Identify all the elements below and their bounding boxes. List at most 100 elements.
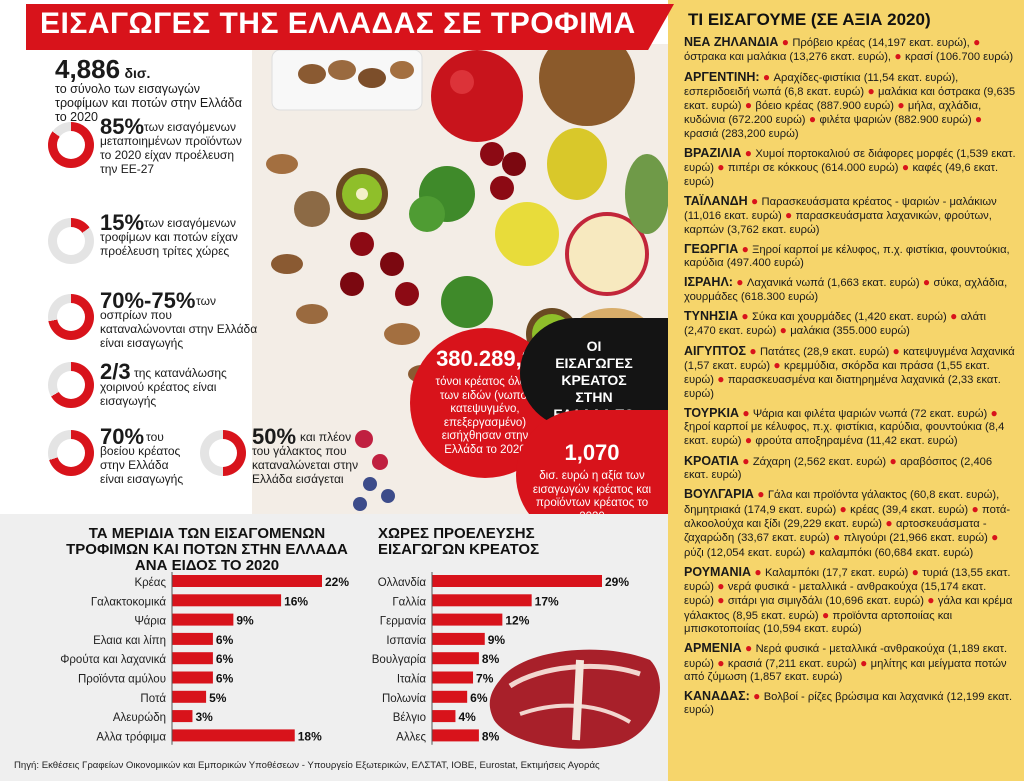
bullet-dot-icon: ● [713, 579, 728, 594]
country-name: ΡΟΥΜΑΝΙΑ [684, 564, 752, 579]
food-photo [252, 44, 668, 514]
bullet-dot-icon: ● [968, 501, 983, 516]
import-item: Ξηροί καρποί με κέλυφος, π.χ. φιστίκια, … [684, 243, 1010, 270]
bar [432, 632, 485, 645]
country-entry: ΒΡΑΖΙΛΙΑ ● Χυμοί πορτοκαλιού σε διάφορες… [684, 146, 1018, 189]
value-label: 17% [535, 594, 559, 608]
category-label: Αλλες [396, 731, 426, 743]
country-name: ΝΕΑ ΖΗΛΑΝΔΙΑ [684, 35, 779, 49]
country-entry: ΡΟΥΜΑΝΙΑ ● Καλαμπόκι (17,7 εκατ. ευρώ) ●… [684, 564, 1018, 636]
stat-text-70: του βοείου κρέατος στην Ελλάδα είναι εισ… [100, 430, 184, 486]
page-title: ΕΙΣΑΓΩΓΕΣ ΤΗΣ ΕΛΛΑΔΑΣ ΣΕ ΤΡΟΦΙΜΑ [40, 7, 636, 40]
value-label: 22% [325, 575, 349, 589]
value-label: 9% [488, 633, 506, 647]
stat-value-two-thirds: 2/3 [100, 359, 131, 384]
category-label: Ψάρια [134, 616, 166, 628]
bullet-dot-icon: ● [713, 372, 728, 387]
bullet-dot-icon: ● [778, 35, 793, 49]
bullet-dot-icon: ● [856, 655, 871, 670]
donut-two-thirds [48, 362, 94, 408]
category-label: Πολωνία [382, 693, 426, 705]
headline-unit: δισ. [124, 65, 151, 81]
bar [172, 710, 193, 723]
category-label: Γαλλία [392, 596, 426, 608]
stat-value-50: 50% [252, 424, 297, 449]
category-label: Ιταλία [397, 674, 427, 686]
import-item: Χυμοί πορτοκαλιού σε διάφορες μορφές (1,… [684, 148, 1016, 175]
import-item: πιπέρι σε κόκκους (614.000 ευρώ) [727, 162, 899, 175]
stat-value-15: 15% [100, 210, 145, 235]
meat-tonnes-text: τόνοι κρέατος όλων των ειδών (νωπό, κατε… [435, 376, 535, 456]
stat-text-50: και πλέον του γάλακτος που καταναλώνεται… [252, 430, 359, 486]
bullet-dot-icon: ● [886, 453, 901, 468]
import-item: παρασκευασμένα και διατηρημένα λαχανικά … [684, 374, 1001, 400]
value-label: 8% [482, 652, 500, 666]
country-name: ΚΡΟΑΤΙΑ [684, 453, 739, 468]
value-label: 18% [298, 729, 322, 743]
bullet-dot-icon: ● [836, 501, 851, 516]
bar [172, 613, 234, 626]
value-label: 9% [236, 614, 254, 628]
category-label: Ισπανία [386, 635, 426, 647]
import-item: κρασί (106.700 ευρώ) [904, 51, 1014, 64]
headline-stat: 4,886 δισ. [55, 54, 150, 85]
bullet-dot-icon: ● [753, 487, 768, 502]
bullet-dot-icon: ● [749, 689, 764, 704]
bar [172, 594, 282, 607]
category-label: Βουλγαρία [372, 654, 426, 666]
country-entry: ΚΡΟΑΤΙΑ ● Ζάχαρη (2,562 εκατ. ευρώ) ● αρ… [684, 453, 1018, 483]
country-name: ΤΟΥΡΚΙΑ [684, 405, 739, 420]
bullet-dot-icon: ● [741, 146, 756, 161]
country-entry: ΙΣΡΑΗΛ: ● Λαχανικά νωπά (1,663 εκατ. ευρ… [684, 276, 1018, 304]
right-panel [668, 0, 1024, 781]
donut-50-percent [200, 430, 246, 476]
stat-value-85: 85% [100, 114, 145, 139]
bullet-dot-icon: ● [898, 160, 913, 175]
country-entry: ΤΟΥΡΚΙΑ ● Ψάρια και φιλέτα ψαριών νωπά (… [684, 405, 1018, 449]
import-item: κατεψυγμένα λαχανικά (1,57 εκατ. ευρώ) [684, 345, 1015, 372]
bullet-dot-icon: ● [908, 564, 923, 579]
category-label: Φρούτα και λαχανικά [60, 654, 166, 666]
bullet-dot-icon: ● [759, 69, 774, 84]
stat-text-70-75: των οσπρίων που καταναλώνονται στην Ελλά… [100, 294, 258, 350]
bar [432, 710, 456, 723]
import-item: βόειο κρέας (887.900 ευρώ) [755, 100, 894, 113]
meat-value-value: 1,070 [564, 440, 620, 465]
bullet-dot-icon: ● [893, 98, 908, 113]
bullet-dot-icon: ● [738, 453, 753, 468]
steak-illustration [489, 649, 660, 749]
bar [432, 671, 474, 684]
country-import-list: ΝΕΑ ΖΗΛΑΝΔΙΑ ● Πρόβειο κρέας (14,197 εκα… [684, 35, 1018, 724]
category-label: Γερμανία [380, 616, 427, 628]
bullet-dot-icon: ● [739, 405, 753, 420]
bullet-dot-icon: ● [781, 208, 796, 223]
country-name: ΓΕΩΡΓΙΑ [684, 241, 739, 256]
stat-value-70: 70% [100, 424, 145, 449]
import-item: πλιγούρι (21,966 εκατ. ευρώ) [843, 532, 988, 545]
import-item: γάλα και κρέμα γάλακτος (8,95 εκατ. ευρώ… [684, 595, 1013, 622]
country-name: ΚΑΝΑΔΑΣ: [684, 689, 750, 704]
import-item: Πατάτες (28,9 εκατ. ευρώ) [759, 345, 890, 358]
bullet-dot-icon: ● [751, 564, 765, 579]
stat-text-15: των εισαγόμενων τροφίμων και ποτών είχαν… [100, 216, 238, 258]
import-item: νερά φυσικά - μεταλλικά - ανθρακούχα (15… [684, 581, 987, 608]
category-label: Ολλανδία [378, 577, 427, 589]
bar [432, 729, 479, 742]
bullet-dot-icon: ● [713, 655, 728, 670]
import-item: Νερά φυσικά - μεταλλικά -ανθρακούχα (1,1… [684, 643, 1008, 670]
value-label: 12% [505, 614, 529, 628]
stat-text-two-thirds: της κατανάλωσης χοιρινού κρέατος είναι ε… [100, 366, 227, 408]
bullet-dot-icon: ● [971, 112, 983, 127]
import-item: σιτάρι για σιμιγδάλι (10,696 εκατ. ευρώ) [727, 595, 924, 608]
value-label: 29% [605, 575, 629, 589]
import-item: όστρακα και μαλάκια (13,276 εκατ. ευρώ), [684, 51, 892, 64]
donut-70-75-percent [48, 294, 94, 340]
country-entry: ΑΙΓΥΠΤΟΣ ● Πατάτες (28,9 εκατ. ευρώ) ● κ… [684, 343, 1018, 401]
import-item: αρτοσκευάσματα - ζαχαρώδη (33,67 εκατ. ε… [684, 517, 987, 545]
import-item: μαλάκια (355.000 ευρώ) [790, 325, 910, 338]
bullet-dot-icon: ● [889, 343, 904, 358]
country-entry: ΤΥΝΗΣΙΑ ● Σύκα και χουρμάδες (1,420 εκατ… [684, 309, 1018, 339]
country-entry: ΝΕΑ ΖΗΛΑΝΔΙΑ ● Πρόβειο κρέας (14,197 εκα… [684, 35, 1018, 65]
bar [432, 690, 468, 703]
import-item: καλαμπόκι (60,684 εκατ. ευρώ) [819, 546, 974, 559]
